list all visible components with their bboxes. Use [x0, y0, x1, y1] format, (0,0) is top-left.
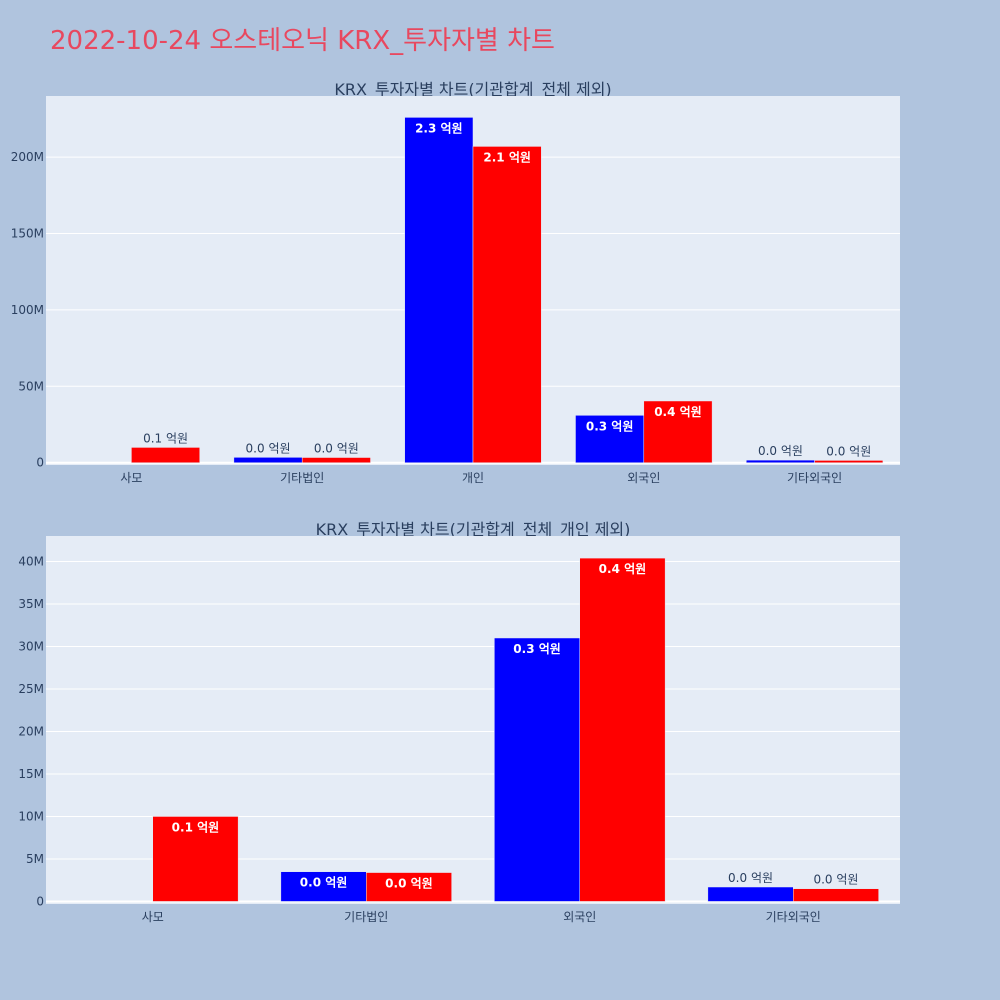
data-label: 0.0 억원 — [314, 442, 359, 456]
bar — [575, 415, 645, 463]
data-label: 0.3 억원 — [513, 642, 561, 656]
y-tick-label: 15M — [18, 767, 44, 781]
bar — [643, 400, 713, 463]
data-label: 0.3 억원 — [586, 419, 634, 433]
bar — [814, 460, 884, 463]
bar — [301, 457, 371, 463]
bar — [579, 557, 666, 902]
data-label: 2.3 억원 — [415, 121, 463, 135]
data-label: 0.0 억원 — [728, 871, 773, 885]
data-label: 0.0 억원 — [300, 876, 348, 890]
chart-2-title: KRX_투자자별 차트(기관합계_전체_개인 제외) — [316, 520, 631, 540]
y-tick-label: 0 — [36, 456, 44, 470]
data-label: 0.4 억원 — [599, 562, 647, 576]
bar — [233, 457, 303, 463]
data-label: 0.0 억원 — [385, 877, 433, 891]
bar — [707, 886, 794, 902]
x-tick-label: 기타외국인 — [766, 910, 821, 924]
x-tick-label: 기타법인 — [344, 910, 388, 924]
x-tick-label: 외국인 — [563, 910, 596, 924]
y-tick-label: 25M — [18, 682, 44, 696]
x-tick-label: 사모 — [120, 471, 142, 485]
y-tick-label: 100M — [11, 303, 44, 317]
data-label: 0.0 억원 — [758, 444, 803, 458]
x-tick-label: 기타법인 — [280, 471, 324, 485]
y-tick-label: 50M — [18, 379, 44, 393]
data-label: 0.0 억원 — [246, 441, 291, 455]
bar — [366, 872, 452, 902]
chart-1-title: KRX_투자자별 차트(기관합계_전체 제외) — [334, 80, 611, 100]
data-label: 0.0 억원 — [826, 444, 871, 458]
y-tick-label: 20M — [18, 724, 44, 738]
x-tick-label: 외국인 — [627, 471, 660, 485]
bar — [494, 637, 581, 902]
bar — [404, 117, 474, 463]
data-label: 0.4 억원 — [654, 405, 702, 419]
data-label: 0.1 억원 — [143, 431, 188, 445]
data-label: 0.0 억원 — [813, 873, 858, 887]
page-title: 2022-10-24 오스테오닉 KRX_투자자별 차트 — [50, 26, 555, 56]
chart-1: 0 50M 100M 150M 200M 사모 기타법인 개인 외국인 기타외국인 0.0 억원 2.… — [11, 96, 900, 485]
x-tick-label: 기타외국인 — [787, 471, 842, 485]
y-tick-label: 35M — [18, 597, 44, 611]
y-tick-label: 10M — [18, 809, 44, 823]
x-tick-label: 사모 — [142, 910, 164, 924]
chart-2: 0 5M 10M 15M 20M 25M 30M 35M 40M 사모 기타법인 외국인 기타외국인 0.… — [18, 536, 900, 924]
y-tick-label: 200M — [11, 150, 44, 164]
bar — [131, 447, 200, 463]
y-tick-label: 0 — [36, 894, 44, 908]
bar — [152, 816, 239, 902]
data-label: 0.1 억원 — [172, 820, 220, 834]
y-tick-label: 5M — [26, 852, 44, 866]
data-label: 2.1 억원 — [483, 150, 531, 164]
bar — [472, 146, 542, 463]
y-tick-label: 30M — [18, 639, 44, 653]
bar — [746, 459, 815, 463]
bar — [280, 871, 367, 902]
bar — [793, 888, 879, 902]
x-tick-label: 개인 — [462, 471, 484, 485]
y-tick-label: 40M — [18, 554, 44, 568]
y-tick-label: 150M — [11, 227, 44, 241]
